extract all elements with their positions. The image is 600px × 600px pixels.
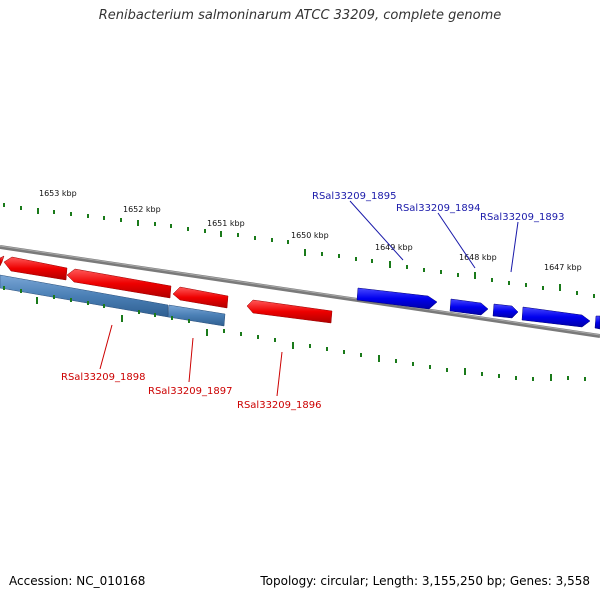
forward-gene-arrow[interactable] [594,315,600,330]
forward-gene-labels: RSal33209_1895 RSal33209_1894 RSal33209_… [312,191,564,273]
reverse-gene-arrow[interactable] [0,255,5,267]
reverse-gene-arrow[interactable] [246,299,333,324]
gene-label-rsal33209-1898[interactable]: RSal33209_1898 [61,372,145,383]
tick-label-1651: 1651 kbp [207,219,245,228]
genome-backbone [0,245,600,338]
minor-ticks-outer [3,203,595,298]
outer-tick-track: 1653 kbp 1652 kbp 1651 kbp 1650 kbp 1649… [3,189,595,298]
reverse-gene-track [0,255,333,324]
cds-block[interactable] [167,304,226,327]
reverse-gene-arrow[interactable] [66,268,172,299]
tick-label-1650: 1650 kbp [291,231,329,240]
tick-label-1647: 1647 kbp [544,263,582,272]
reverse-gene-labels: RSal33209_1898 RSal33209_1897 RSal33209_… [61,324,321,411]
tick-label-1652: 1652 kbp [123,205,161,214]
tick-label-1648: 1648 kbp [459,253,497,262]
accession-label: Accession: NC_010168 [9,574,146,588]
forward-gene-arrow[interactable] [449,298,489,316]
tick-label-1649: 1649 kbp [375,243,413,252]
forward-gene-arrow[interactable] [356,287,438,310]
forward-gene-arrow[interactable] [521,306,591,328]
tick-label-1653: 1653 kbp [39,189,77,198]
gene-label-rsal33209-1896[interactable]: RSal33209_1896 [237,400,321,411]
genome-summary: Topology: circular; Length: 3,155,250 bp… [260,574,590,588]
cds-track [0,274,226,327]
forward-gene-arrow[interactable] [492,303,519,319]
gene-label-rsal33209-1897[interactable]: RSal33209_1897 [148,386,232,397]
inner-tick-track [3,286,586,381]
reverse-gene-arrow[interactable] [3,256,68,281]
forward-gene-track [356,287,600,330]
map-title: Renibacterium salmoninarum ATCC 33209, c… [98,8,502,23]
gene-label-rsal33209-1895[interactable]: RSal33209_1895 [312,191,396,202]
gene-label-rsal33209-1893[interactable]: RSal33209_1893 [480,212,564,223]
reverse-gene-arrow[interactable] [172,286,229,309]
gene-label-rsal33209-1894[interactable]: RSal33209_1894 [396,203,480,214]
